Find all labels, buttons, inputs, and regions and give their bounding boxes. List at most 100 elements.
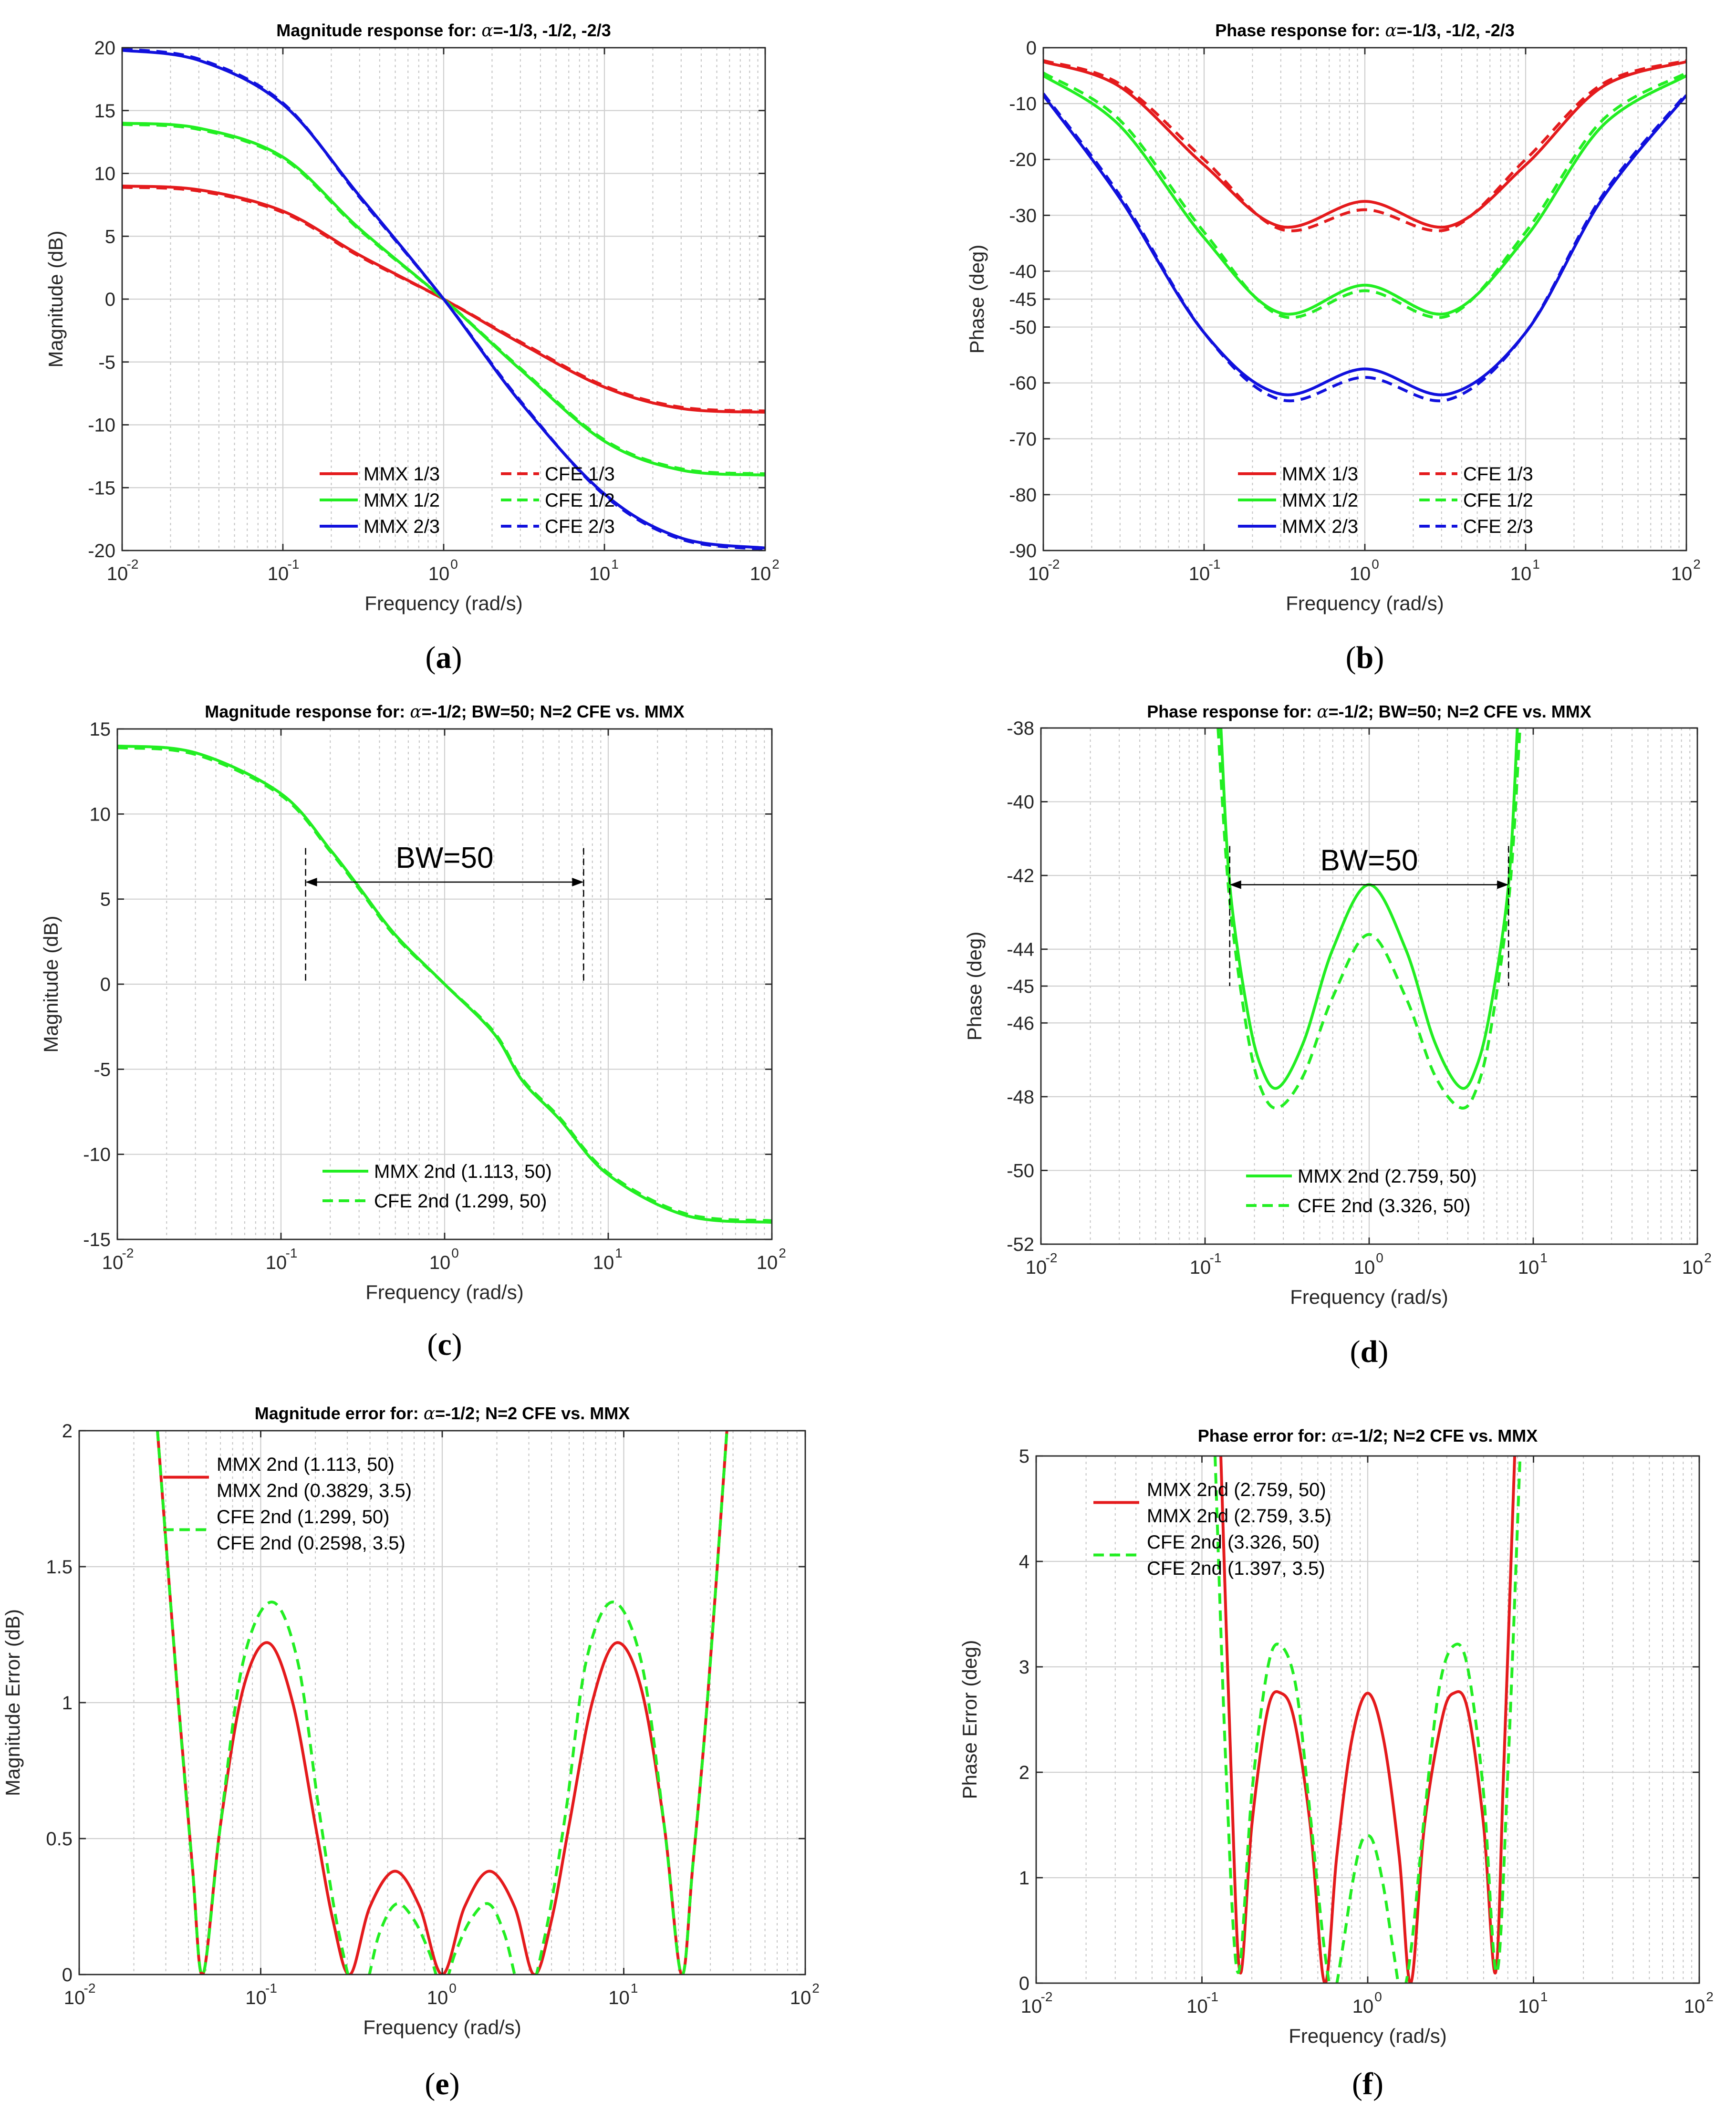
arrow-head-left bbox=[305, 878, 317, 886]
series-line-blue-dashed bbox=[1043, 93, 1686, 403]
y-tick-label: -90 bbox=[1009, 541, 1037, 561]
x-tick-exponent: -1 bbox=[1209, 557, 1221, 572]
x-tick-label: 10 bbox=[1518, 1996, 1539, 2017]
legend-label: CFE 2nd (1.397, 3.5) bbox=[1147, 1558, 1325, 1579]
x-tick-exponent: -1 bbox=[1206, 1989, 1218, 2004]
series-line-green-dashed bbox=[1214, 1456, 1522, 1983]
x-tick-label: 10 bbox=[1028, 563, 1050, 584]
legend-label: MMX 2nd (0.3829, 3.5) bbox=[217, 1480, 412, 1501]
x-tick-exponent: 0 bbox=[450, 557, 458, 572]
legend-label: CFE 1/3 bbox=[1463, 464, 1533, 485]
x-tick-label: 10 bbox=[64, 1987, 85, 2008]
legend-c: MMX 2nd (1.113, 50) CFE 2nd (1.299, 50) bbox=[322, 1161, 552, 1212]
x-tick-label: 10 bbox=[1684, 1996, 1705, 2017]
panel-label: (d) bbox=[1350, 1334, 1389, 1369]
y-tick-label: -80 bbox=[1009, 485, 1037, 506]
y-tick-label: -15 bbox=[88, 478, 115, 499]
y-tick-label: -40 bbox=[1007, 792, 1034, 813]
y-tick-label: 0 bbox=[100, 974, 111, 995]
x-tick-exponent: 1 bbox=[611, 557, 619, 572]
x-tick-label: 10 bbox=[757, 1252, 778, 1273]
x-tick-exponent: 2 bbox=[1706, 1989, 1714, 2004]
x-axis-title: Frequency (rad/s) bbox=[363, 2016, 521, 2038]
series-group-c bbox=[117, 744, 772, 1224]
x-axis-title: Frequency (rad/s) bbox=[364, 592, 522, 614]
legend-label: MMX 2/3 bbox=[364, 516, 440, 537]
x-tick-exponent: 2 bbox=[1704, 1250, 1712, 1265]
y-tick-label: -46 bbox=[1007, 1013, 1034, 1034]
y-tick-label: -38 bbox=[1007, 718, 1034, 739]
panel-c: 10-2 10-1 10 0 10 1 10 2-15-10-5051015Magnitude… bbox=[40, 702, 786, 1362]
series-group-e bbox=[156, 1431, 728, 1975]
y-tick-label: 0 bbox=[62, 1965, 73, 1986]
legend-label: CFE 2nd (3.326, 50) bbox=[1298, 1196, 1470, 1216]
x-tick-label: 10 bbox=[608, 1987, 630, 2008]
y-tick-label: 5 bbox=[105, 226, 115, 247]
legend-label: CFE 2/3 bbox=[545, 516, 615, 537]
x-tick-exponent: -1 bbox=[286, 1246, 298, 1260]
plot-title: Magnitude response for: α=-1/3, -1/2, -2… bbox=[276, 21, 611, 41]
panel-label: (b) bbox=[1346, 640, 1384, 675]
legend-label: CFE 2nd (1.299, 50) bbox=[374, 1191, 547, 1212]
x-tick-exponent: -1 bbox=[1210, 1250, 1222, 1265]
x-tick-exponent: 1 bbox=[615, 1246, 623, 1260]
x-tick-label: 10 bbox=[1354, 1257, 1375, 1278]
x-tick-label: 10 bbox=[589, 563, 611, 584]
x-tick-label: 10 bbox=[1021, 1996, 1042, 2017]
x-tick-exponent: 1 bbox=[1540, 1250, 1548, 1265]
y-tick-label: -10 bbox=[83, 1144, 111, 1165]
y-tick-label: 0 bbox=[1019, 1973, 1029, 1994]
y-axis-title: Phase (deg) bbox=[963, 932, 986, 1041]
series-line-blue-dashed bbox=[122, 48, 765, 551]
x-tick-exponent: 1 bbox=[631, 1981, 638, 1996]
x-tick-exponent: 0 bbox=[451, 1246, 459, 1260]
x-tick-label: 10 bbox=[427, 1987, 448, 2008]
y-tick-label: -70 bbox=[1009, 429, 1037, 450]
y-tick-label: 20 bbox=[94, 38, 116, 59]
ticks-b: 10-2 10-1 10 0 10 1 10 2-90-80-70-60-50-45-40-3… bbox=[1009, 38, 1701, 584]
legend-label: CFE 1/2 bbox=[1463, 490, 1533, 511]
legend-label: MMX 1/2 bbox=[1282, 490, 1358, 511]
legend-label: CFE 2nd (0.2598, 3.5) bbox=[217, 1533, 405, 1554]
y-axis-title: Phase (deg) bbox=[966, 245, 988, 354]
x-tick-label: 10 bbox=[1026, 1257, 1047, 1278]
ticks-e: 10-2 10-1 10 0 10 1 10 200.511.52 bbox=[46, 1421, 819, 2008]
x-tick-exponent: -1 bbox=[265, 1981, 277, 1996]
x-tick-label: 10 bbox=[1189, 563, 1210, 584]
panel-label: (c) bbox=[427, 1327, 462, 1362]
x-tick-exponent: -2 bbox=[84, 1981, 96, 1996]
y-tick-label: 15 bbox=[94, 101, 116, 122]
x-tick-exponent: 0 bbox=[449, 1981, 457, 1996]
y-tick-label: 0.5 bbox=[46, 1829, 73, 1850]
x-tick-exponent: 2 bbox=[1693, 557, 1701, 572]
x-tick-label: 10 bbox=[245, 1987, 267, 2008]
y-tick-label: -30 bbox=[1009, 205, 1037, 226]
x-tick-label: 10 bbox=[268, 563, 289, 584]
x-tick-label: 10 bbox=[593, 1252, 614, 1273]
series-line-green-dashed bbox=[156, 1431, 728, 1975]
x-tick-exponent: 1 bbox=[1532, 557, 1540, 572]
x-axis-title: Frequency (rad/s) bbox=[365, 1281, 523, 1303]
y-tick-label: -10 bbox=[1009, 94, 1037, 114]
series-line-red-dashed bbox=[1043, 59, 1686, 232]
ticks-d: 10-2 10-1 10 0 10 1 10 2-52-50-48-46-45-44-42-4… bbox=[1007, 718, 1712, 1278]
legend-label: MMX 2nd (2.759, 50) bbox=[1298, 1166, 1477, 1187]
y-tick-label: -50 bbox=[1007, 1160, 1034, 1181]
x-tick-exponent: -2 bbox=[1041, 1989, 1053, 2004]
legend-label: CFE 1/2 bbox=[545, 490, 615, 511]
x-tick-label: 10 bbox=[266, 1252, 287, 1273]
y-tick-label: 5 bbox=[100, 889, 111, 910]
x-tick-exponent: 2 bbox=[779, 1246, 786, 1260]
y-tick-label: 10 bbox=[94, 164, 116, 185]
series-group-b bbox=[1043, 59, 1686, 403]
y-tick-label: -20 bbox=[88, 541, 115, 561]
x-tick-label: 10 bbox=[429, 1252, 451, 1273]
grid-f bbox=[1035, 1455, 1700, 1984]
grid-e bbox=[78, 1430, 806, 1975]
legend-a: MMX 1/3 CFE 1/3 MMX 1/2 CFE 1/2 MMX 2/3 CFE 2… bbox=[320, 464, 615, 537]
x-tick-exponent: 0 bbox=[1372, 557, 1379, 572]
y-tick-label: -10 bbox=[88, 415, 115, 436]
